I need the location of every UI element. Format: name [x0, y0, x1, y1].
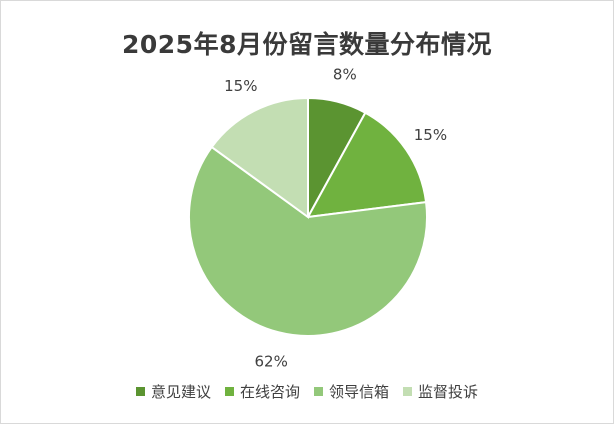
pie-slices: [188, 96, 428, 337]
legend-item-2: 在线咨询: [224, 381, 300, 402]
pie-slice-4: [210, 96, 309, 219]
pie-slice-3: [188, 145, 428, 337]
legend-swatch-3: [314, 387, 323, 396]
legend-label-4: 监督投诉: [418, 383, 479, 401]
data-label-1: 8%: [333, 66, 357, 84]
legend-swatch-4: [403, 387, 413, 396]
data-label-4: 15%: [224, 77, 257, 95]
pie-data-labels: 8% 15% 62% 15%: [224, 66, 447, 371]
legend-item-1: 意见建议: [135, 381, 211, 402]
legend-label-3: 领导信箱: [329, 383, 390, 401]
legend-swatch-2: [224, 387, 234, 396]
chart-legend: 意见建议 在线咨询 领导信箱 监督投诉: [1, 381, 613, 402]
pie-slice-2: [306, 111, 428, 219]
data-label-3: 62%: [255, 352, 288, 370]
legend-label-1: 意见建议: [150, 383, 211, 401]
chart-title: 2025年8月份留言数量分布情况: [122, 30, 492, 59]
legend-item-3: 领导信箱: [314, 381, 389, 402]
legend-label-2: 在线咨询: [239, 383, 300, 401]
legend-item-4: 监督投诉: [403, 381, 478, 402]
data-label-2: 15%: [414, 126, 447, 144]
legend-swatch-1: [135, 387, 145, 396]
